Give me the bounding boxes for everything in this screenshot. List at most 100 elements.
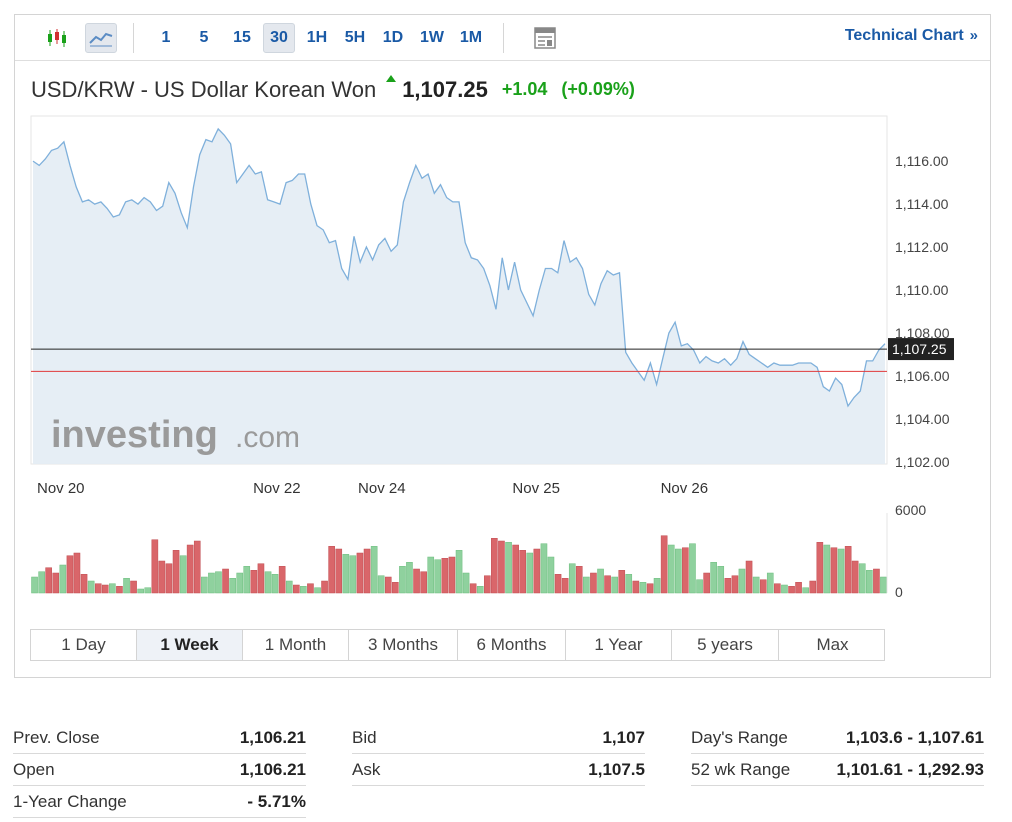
stat-value: - 5.71% (247, 791, 306, 811)
volume-bar (554, 574, 562, 594)
volume-bar (519, 550, 526, 594)
interval-30[interactable]: 30 (263, 23, 295, 53)
volume-bar (568, 563, 576, 594)
stats-column-ranges: Day's Range 1,103.6 - 1,107.61 52 wk Rang… (691, 722, 984, 786)
interval-5[interactable]: 5 (199, 29, 209, 46)
pair-name: USD/KRW - US Dollar Korean Won (31, 76, 377, 102)
volume-bar (455, 550, 463, 594)
volume-bar (484, 575, 491, 594)
volume-bar (342, 554, 350, 594)
current-price-badge (888, 338, 954, 361)
volume-bar (349, 555, 357, 594)
interval-1d[interactable]: 1D (382, 29, 404, 46)
technical-chart-link[interactable]: Technical Chart » (845, 27, 978, 45)
last-price: 1,107.25 (402, 76, 488, 102)
range-max[interactable]: Max (816, 635, 849, 654)
stat-label: Ask (352, 759, 381, 779)
volume-bar (823, 544, 831, 594)
volume-bar (130, 580, 137, 594)
volume-bar (476, 586, 484, 594)
stat-value: 1,107.5 (588, 759, 645, 779)
line-chart-icon[interactable] (85, 23, 117, 53)
volume-bar (873, 568, 880, 594)
interval-5h[interactable]: 5H (344, 29, 366, 46)
range-6-months[interactable]: 6 Months (458, 630, 566, 660)
volume-bar (300, 586, 307, 594)
price-area (33, 128, 885, 464)
volume-bar (851, 560, 859, 594)
volume-bar (448, 556, 456, 594)
volume-bar (710, 562, 717, 594)
range-5-years[interactable]: 5 years (672, 630, 779, 660)
volume-bar (866, 570, 873, 594)
volume-bar (377, 575, 385, 594)
volume-bar (406, 562, 413, 594)
volume-bar (123, 578, 130, 594)
volume-bar (370, 546, 378, 594)
current-price-label: 1,107.25 (892, 341, 947, 357)
toolbar-divider (133, 23, 134, 53)
y-tick-label: 1,106.00 (895, 368, 950, 384)
interval-15[interactable]: 15 (233, 29, 251, 46)
chevron-right-icon: » (969, 27, 978, 44)
price-change: +1.04 (501, 79, 548, 100)
volume-bar (271, 574, 279, 594)
interval-1m[interactable]: 1M (459, 29, 483, 46)
volume-bar (788, 586, 795, 594)
volume-bar (399, 566, 406, 594)
volume-bar (165, 563, 173, 594)
volume-bar (307, 583, 314, 594)
volume-bar (858, 563, 866, 594)
stats-column-quotes: Bid 1,107 Ask 1,107.5 (352, 722, 645, 786)
volume-bar (738, 568, 746, 594)
candlestick-icon[interactable] (41, 23, 73, 53)
volume-bar (653, 578, 661, 594)
volume-bar (384, 576, 392, 594)
volume-bar (533, 548, 541, 594)
y-tick-label: 1,112.00 (895, 239, 949, 255)
volume-bar (491, 538, 498, 594)
volume-tick-label: 0 (895, 584, 903, 600)
volume-bar (52, 572, 60, 594)
volume-bar (109, 583, 116, 594)
range-1-year[interactable]: 1 Year (566, 630, 672, 660)
volume-bar (257, 563, 265, 594)
volume-bar (682, 547, 689, 594)
interval-1w[interactable]: 1W (420, 29, 444, 46)
volume-bar (844, 546, 852, 594)
volume-bar (498, 540, 505, 594)
volume-bar (561, 578, 569, 594)
range-1-month[interactable]: 1 Month (243, 630, 349, 660)
interval-1h[interactable]: 1H (306, 29, 328, 46)
volume-bar (766, 572, 774, 594)
volume-bar (179, 555, 187, 594)
volume-bar (469, 583, 477, 594)
volume-bar (314, 587, 321, 594)
volume-bar (830, 547, 838, 594)
table-view-icon[interactable] (529, 23, 561, 53)
range-1-day[interactable]: 1 Day (31, 630, 137, 660)
stat-bid: Bid 1,107 (352, 722, 645, 754)
volume-bar (186, 544, 194, 594)
interval-1[interactable]: 1 (161, 29, 171, 46)
y-tick-label: 1,108.00 (895, 325, 950, 341)
volume-bar (151, 539, 159, 594)
stat-label: Prev. Close (13, 727, 100, 747)
volume-bar (229, 578, 236, 594)
stat-days-range: Day's Range 1,103.6 - 1,107.61 (691, 722, 984, 754)
y-tick-label: 1,116.00 (895, 153, 949, 169)
volume-bar (356, 552, 364, 594)
range-3-months[interactable]: 3 Months (349, 630, 458, 660)
volume-bar (505, 542, 512, 594)
volume-bar (717, 566, 725, 594)
volume-bar (250, 570, 258, 594)
range-1-week[interactable]: 1 Week (137, 630, 243, 660)
chart-toolbar: 1 5 15 30 1H 5H 1D 1W 1M Technical Chart… (15, 15, 990, 61)
volume-bar (328, 546, 335, 594)
y-tick-label: 1,104.00 (895, 411, 950, 427)
x-tick-label: Nov 22 (253, 480, 301, 497)
volume-bar (639, 582, 647, 594)
volume-bar (285, 580, 293, 594)
volume-bar (880, 576, 887, 594)
price-chart[interactable]: investing .com 1,116.00 1,114.00 1,112.00 1,1… (29, 115, 979, 615)
